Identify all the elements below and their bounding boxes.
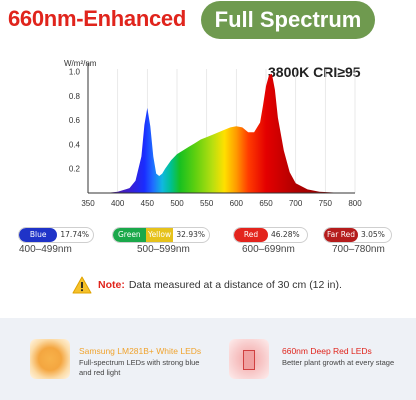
measurement-note: Note: Data measured at a distance of 30 … xyxy=(72,276,342,294)
y-axis-label: W/m²/nm xyxy=(64,59,97,68)
x-tick-label: 450 xyxy=(141,199,155,208)
cri-badge: 3800K CRI≥95 xyxy=(268,64,361,80)
y-tick-label: 0.8 xyxy=(69,92,81,101)
band-percent: 17.74% xyxy=(60,230,89,239)
y-tick-label: 0.6 xyxy=(69,116,81,125)
y-tick-label: 1.0 xyxy=(69,67,81,76)
band-range: 700–780nm xyxy=(332,244,385,255)
band-percent: 3.05% xyxy=(361,230,385,239)
x-tick-label: 400 xyxy=(111,199,125,208)
y-tick-label: 0.2 xyxy=(69,165,81,174)
note-label: Note: xyxy=(98,279,125,291)
red-led-icon xyxy=(229,339,269,379)
band-badge: Blue 17.74% xyxy=(18,227,94,243)
x-tick-label: 500 xyxy=(170,199,184,208)
spectrum-area xyxy=(105,73,344,193)
deep-red-led-description: Better plant growth at every stage xyxy=(282,358,395,367)
note-text: Data measured at a distance of 30 cm (12… xyxy=(128,279,342,291)
band-color-label: Far Red xyxy=(324,228,358,242)
band-color-label: Blue xyxy=(19,228,58,242)
band-badge: Far Red 3.05% xyxy=(323,227,392,243)
band-range: 400–499nm xyxy=(19,244,72,255)
band-color-label: Yellow xyxy=(145,228,174,242)
full-spectrum-pill: Full Spectrum xyxy=(201,1,375,39)
x-tick-label: 800 xyxy=(348,199,362,208)
deep-red-led-title: 660nm Deep Red LEDs xyxy=(282,346,372,356)
white-led-icon xyxy=(30,339,70,379)
band-percent: 32.93% xyxy=(176,230,205,239)
x-tick-label: 350 xyxy=(81,199,95,208)
x-tick-label: 550 xyxy=(200,199,214,208)
band-badge: Red 46.28% xyxy=(233,227,308,243)
band-color-label: Red xyxy=(234,228,268,242)
white-led-description: Full-spectrum LEDs with strong blue and … xyxy=(79,358,200,377)
band-range: 600–699nm xyxy=(242,244,295,255)
warning-triangle-icon xyxy=(72,276,92,294)
band-percent: 46.28% xyxy=(271,230,300,239)
band-range: 500–599nm xyxy=(137,244,190,255)
x-tick-label: 600 xyxy=(230,199,244,208)
x-tick-label: 700 xyxy=(289,199,303,208)
enhanced-title: 660nm-Enhanced xyxy=(8,6,186,31)
x-tick-label: 750 xyxy=(319,199,333,208)
x-tick-label: 650 xyxy=(259,199,273,208)
y-tick-label: 0.4 xyxy=(69,140,81,149)
band-badge: Green Yellow 32.93% xyxy=(112,227,210,243)
spectrum-chart: 0.2 0.4 0.6 0.8 1.0 350 400 450 500 550 600 650 700… xyxy=(64,59,362,208)
white-led-title: Samsung LM281B+ White LEDs xyxy=(79,346,202,356)
band-color-label: Green xyxy=(113,228,146,242)
